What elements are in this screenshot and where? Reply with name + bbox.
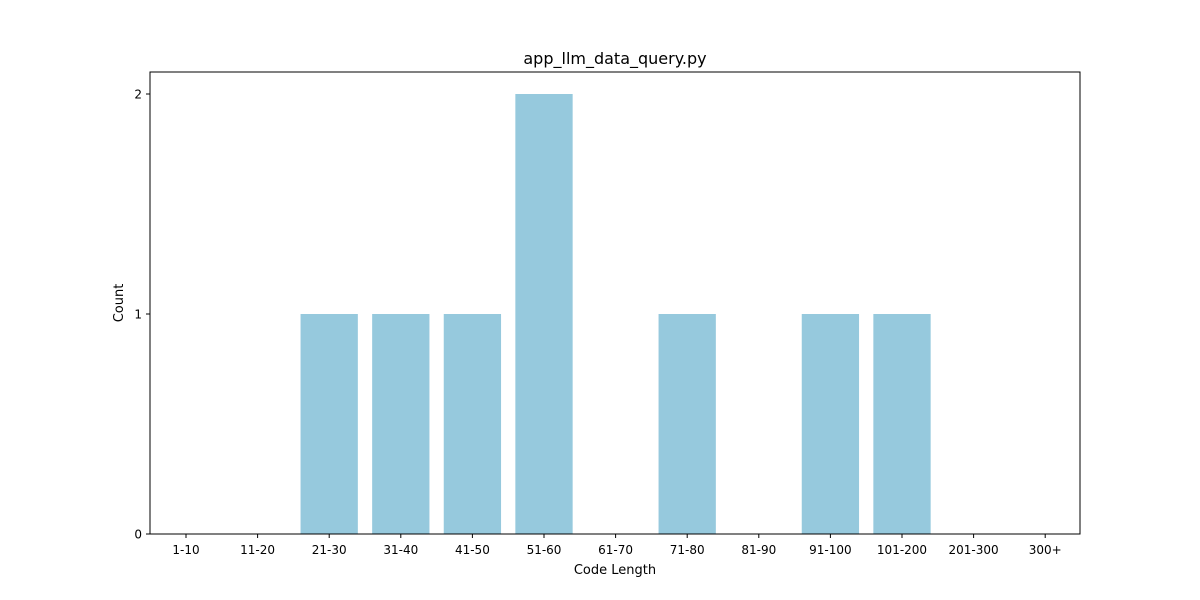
chart-title: app_llm_data_query.py: [523, 49, 706, 69]
x-tick-label: 101-200: [877, 543, 927, 557]
x-tick-label: 81-90: [741, 543, 776, 557]
y-tick-label: 1: [134, 308, 142, 322]
x-tick-label: 71-80: [670, 543, 705, 557]
bar-21-30: [301, 314, 358, 534]
x-tick-label: 41-50: [455, 543, 490, 557]
x-tick-label: 31-40: [383, 543, 418, 557]
x-tick-label: 1-10: [172, 543, 199, 557]
bar-41-50: [444, 314, 501, 534]
bar-101-200: [873, 314, 930, 534]
x-tick-label: 51-60: [527, 543, 562, 557]
x-tick-label: 61-70: [598, 543, 633, 557]
y-axis-label: Count: [112, 284, 127, 323]
bar-91-100: [802, 314, 859, 534]
x-axis-label: Code Length: [574, 563, 656, 578]
x-tick-label: 300+: [1029, 543, 1062, 557]
bar-31-40: [372, 314, 429, 534]
x-tick-label: 91-100: [809, 543, 852, 557]
x-tick-label: 11-20: [240, 543, 275, 557]
y-tick-label: 2: [134, 88, 142, 102]
bar-71-80: [659, 314, 716, 534]
x-tick-label: 21-30: [312, 543, 347, 557]
x-tick-label: 201-300: [949, 543, 999, 557]
bar-51-60: [515, 94, 572, 534]
y-tick-label: 0: [134, 528, 142, 542]
